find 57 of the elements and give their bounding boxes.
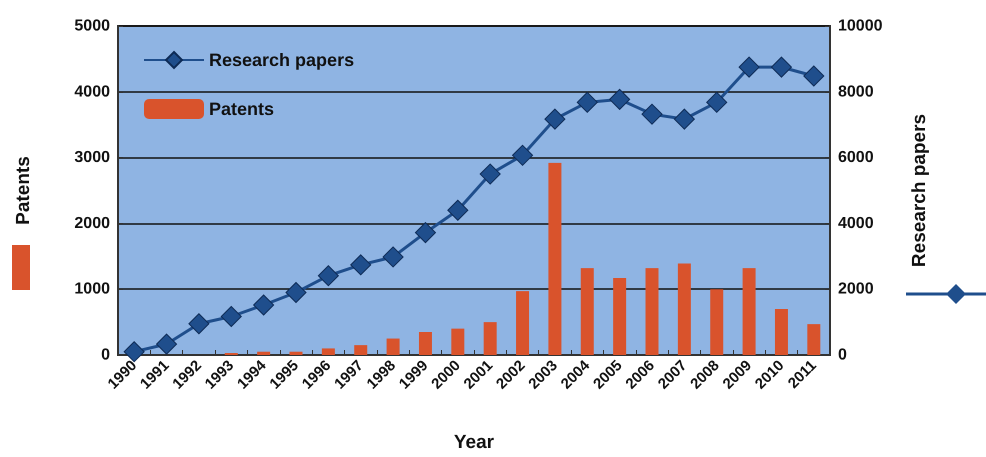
point (770, 56, 792, 78)
point (414, 222, 436, 244)
y2-tick-label: 0 (838, 346, 847, 364)
bar (613, 278, 626, 355)
point (642, 104, 662, 125)
y2-tick-label: 6000 (838, 149, 874, 166)
point (382, 246, 404, 268)
bar (257, 352, 270, 355)
point (609, 88, 630, 110)
bar (290, 352, 302, 355)
y2-tick-label: 8000 (838, 83, 874, 100)
y-tick-label: 3000 (74, 149, 110, 166)
y-tick-label: 4000 (74, 83, 110, 100)
y2-tick-label: 10000 (838, 18, 883, 34)
point (803, 66, 824, 87)
point (350, 254, 372, 276)
point (188, 313, 210, 334)
point (286, 282, 306, 303)
bar (386, 338, 400, 355)
bar (451, 328, 464, 355)
bar (710, 289, 724, 355)
legend-label: Research papers (209, 50, 354, 70)
point (156, 334, 178, 355)
y-tick-label: 5000 (74, 18, 110, 34)
x-axis-title: Year (454, 432, 495, 453)
legend-label: Patents (209, 99, 274, 119)
y-tick-label: 1000 (74, 280, 110, 298)
bar (646, 268, 658, 355)
bar (678, 264, 691, 355)
point (512, 144, 534, 166)
y-tick-label: 0 (101, 346, 110, 364)
bar (354, 345, 368, 355)
point (480, 164, 501, 185)
point (706, 92, 728, 113)
bar (418, 332, 432, 355)
y-tick-label: 2000 (74, 214, 110, 232)
point (576, 92, 598, 113)
bar (484, 322, 497, 355)
bar (322, 348, 335, 355)
bar (516, 291, 530, 355)
point (544, 108, 566, 130)
y2-axis-title: Research papers (909, 114, 930, 268)
bar (548, 162, 562, 355)
bar (774, 308, 788, 355)
bar (807, 324, 820, 355)
point (220, 306, 242, 328)
point (124, 341, 145, 362)
point (738, 56, 760, 78)
bar (580, 268, 594, 355)
bar (742, 268, 756, 355)
point (447, 200, 468, 221)
y2-tick-label: 4000 (838, 214, 874, 232)
y2-tick-label: 2000 (838, 280, 874, 298)
point (674, 108, 695, 130)
y-axis-title: Patents (13, 156, 34, 225)
point (253, 294, 274, 316)
point (318, 265, 339, 286)
